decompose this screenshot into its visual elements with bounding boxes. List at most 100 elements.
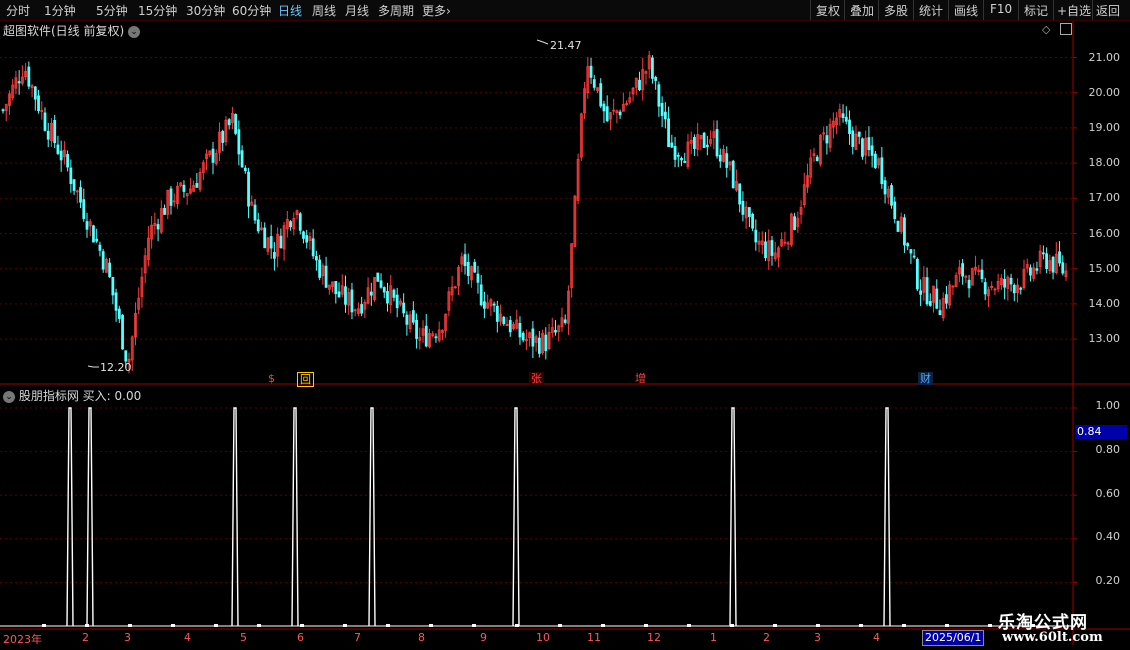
candle-body <box>925 277 929 305</box>
baseline-marker <box>644 624 648 627</box>
diamond-icon[interactable]: ◇ <box>1042 23 1051 36</box>
back-button[interactable]: 返回 <box>1096 4 1121 18</box>
candle-body <box>641 69 645 91</box>
indicator-title: 股朋指标网 <box>18 389 79 403</box>
x-axis-label: 5 <box>240 631 247 644</box>
candle-body <box>676 154 680 157</box>
candle-body <box>486 302 490 309</box>
period-tab-timeshare[interactable]: 分时 <box>6 4 31 18</box>
candle-body <box>621 104 625 112</box>
x-axis-label: 6 <box>297 631 304 644</box>
indicator-y-tick: 0.40 <box>1095 530 1121 543</box>
candle-body <box>531 328 535 347</box>
candle-body <box>893 201 897 219</box>
f10-button[interactable]: F10 <box>990 2 1013 16</box>
candle-body <box>867 137 871 151</box>
candle-body <box>92 225 95 243</box>
candle-body <box>819 135 822 165</box>
candle-body <box>256 219 260 232</box>
x-axis-label: 1 <box>710 631 717 644</box>
period-tab-5min[interactable]: 5分钟 <box>96 4 128 18</box>
period-tab-more[interactable]: 更多› <box>422 2 451 19</box>
candle-body <box>567 290 570 324</box>
candle-body <box>466 261 470 276</box>
candle-body <box>247 171 250 207</box>
panel-layout-icon[interactable] <box>1060 23 1072 35</box>
add-watchlist-button[interactable]: +自选 <box>1057 4 1092 18</box>
event-badge-buyback[interactable]: 回 <box>297 372 314 387</box>
candle-body <box>344 286 347 305</box>
candle-body <box>935 288 939 309</box>
period-tab-multi[interactable]: 多周期 <box>378 4 415 18</box>
candle-body <box>841 113 845 119</box>
candle-body <box>434 336 438 339</box>
period-tab-15min[interactable]: 15分钟 <box>138 4 178 18</box>
candle-body <box>444 313 448 331</box>
candle-body <box>463 254 467 267</box>
indicator-signal-series <box>0 407 1073 627</box>
period-tab-weekly[interactable]: 周线 <box>312 4 337 18</box>
candlestick-series <box>1 39 1068 374</box>
x-axis-label: 2 <box>82 631 89 644</box>
candle-body <box>134 313 137 338</box>
baseline-marker <box>171 624 175 627</box>
statistics-button[interactable]: 统计 <box>919 4 944 18</box>
mark-button[interactable]: 标记 <box>1024 4 1049 18</box>
indicator-panel-header: ⌄ 股朋指标网 买入: 0.00 <box>3 387 141 404</box>
y-tick-label: 18.00 <box>1088 156 1121 169</box>
candle-body <box>266 237 270 252</box>
candle-body <box>654 76 658 81</box>
candle-body <box>408 314 412 330</box>
candle-body <box>970 268 974 286</box>
draw-line-button[interactable]: 画线 <box>954 4 979 18</box>
period-tab-monthly[interactable]: 月线 <box>345 4 370 18</box>
candle-body <box>476 273 480 283</box>
chevron-down-icon[interactable]: ⌄ <box>3 390 15 403</box>
candle-body <box>912 255 916 258</box>
candle-body <box>298 213 302 231</box>
candle-body <box>127 358 131 363</box>
candle-body <box>1003 278 1007 288</box>
period-tab-60min[interactable]: 60分钟 <box>232 4 272 18</box>
chevron-down-icon[interactable]: ⌄ <box>128 25 141 38</box>
adjust-button[interactable]: 复权 <box>816 4 841 18</box>
candle-body <box>24 70 28 78</box>
overlay-button[interactable]: 叠加 <box>850 4 875 18</box>
candle-body <box>731 160 735 189</box>
candle-body <box>114 292 118 311</box>
divider <box>844 0 845 20</box>
divider <box>1092 0 1093 20</box>
period-tab-1min[interactable]: 1分钟 <box>44 4 76 18</box>
candle-body <box>104 259 108 273</box>
candle-body <box>644 71 648 74</box>
divider <box>948 0 949 20</box>
candle-body <box>369 291 373 296</box>
candle-body <box>182 184 186 192</box>
candle-body <box>844 116 848 122</box>
candle-body <box>983 282 987 295</box>
watermark-title: 乐淘公式网 <box>998 613 1088 633</box>
candle-body <box>447 291 451 311</box>
candle-body <box>221 130 225 143</box>
multi-stock-button[interactable]: 多股 <box>884 4 909 18</box>
candle-body <box>715 129 719 157</box>
candle-body <box>33 86 37 100</box>
event-badge-dividend[interactable]: $ <box>268 372 275 385</box>
candle-body <box>903 217 906 246</box>
baseline-marker <box>859 624 863 627</box>
candle-body <box>399 300 402 305</box>
event-badge-limit-up[interactable]: 张 <box>529 372 544 385</box>
baseline-marker <box>816 624 820 627</box>
candle-body <box>705 144 709 148</box>
period-tab-daily[interactable]: 日线 <box>278 4 303 18</box>
main-panel-header: 超图软件(日线 前复权) ⌄ <box>3 22 141 39</box>
candle-body <box>825 135 829 144</box>
candle-body <box>159 208 163 233</box>
period-tab-30min[interactable]: 30分钟 <box>186 4 226 18</box>
candle-body <box>573 195 577 247</box>
event-badge-increase[interactable]: 增 <box>635 372 646 385</box>
candle-body <box>4 104 8 111</box>
event-badge-financial[interactable]: 财 <box>918 372 933 385</box>
candle-body <box>987 289 990 297</box>
